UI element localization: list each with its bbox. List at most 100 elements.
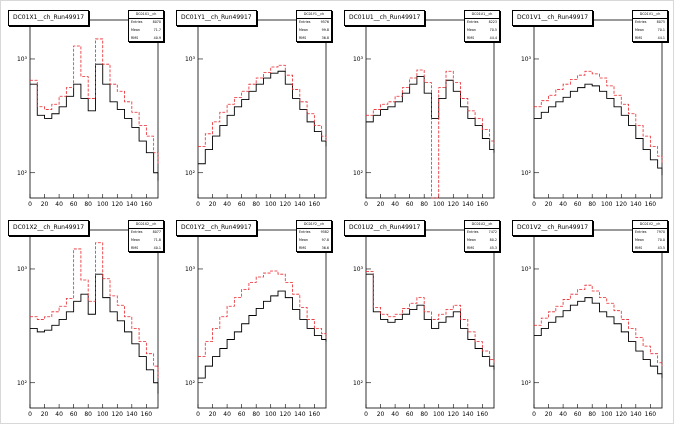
- x-tick-label: 120: [280, 411, 292, 418]
- y-tick-label: 10²: [17, 380, 28, 387]
- x-tick-label: 0: [28, 201, 32, 208]
- pad-title: DC01U1__ch_Run49917: [344, 10, 426, 26]
- stats-row-rms: RMS 36.6: [297, 245, 331, 253]
- stats-value: 40.9: [153, 36, 161, 41]
- x-tick-label: 40: [391, 201, 399, 208]
- series-reference-line: [198, 70, 327, 165]
- x-tick-label: 140: [462, 201, 474, 208]
- x-tick-label: 80: [588, 201, 596, 208]
- histogram-plot: 0 20 40 60 80 100 120 140 160 10³ 10²: [17, 19, 159, 208]
- plot-frame: [29, 229, 159, 409]
- stats-box: DC01V1__ch Entries 8075 Mean 70.1 RMS 44.1: [632, 10, 668, 42]
- stats-row-rms: RMS 44.4: [465, 35, 499, 43]
- stats-value: 8223: [488, 20, 497, 25]
- y-tick-label: 10³: [17, 56, 28, 63]
- stats-value: 71.7: [153, 28, 161, 33]
- stats-row-entries: Entries 7472: [465, 229, 499, 237]
- series-current-line: [198, 64, 327, 147]
- x-tick-label: 160: [477, 411, 489, 418]
- histogram-plot: 0 20 40 60 80 100 120 140 160 10³ 10²: [521, 19, 663, 208]
- x-tick-label: 0: [364, 201, 368, 208]
- x-tick-label: 60: [406, 411, 414, 418]
- histogram-plot: 0 20 40 60 80 100 120 140 160 10³ 10²: [185, 19, 327, 208]
- stats-header: DC01U2__ch: [465, 221, 499, 229]
- stats-label: Entries: [635, 20, 647, 25]
- x-tick-label: 60: [406, 201, 414, 208]
- stats-row-entries: Entries 8077: [129, 229, 163, 237]
- stats-row-mean: Mean 97.8: [297, 237, 331, 245]
- stats-row-entries: Entries 8075: [633, 19, 667, 27]
- pad-title: DC01X1__ch_Run49917: [8, 10, 90, 26]
- stats-value: 8070: [152, 20, 161, 25]
- x-tick-label: 0: [196, 201, 200, 208]
- stats-label: Entries: [467, 20, 479, 25]
- x-tick-label: 100: [433, 411, 445, 418]
- histogram-pad: 0 20 40 60 80 100 120 140 160 10³ 10² DC01U1__ch_Ru…: [338, 2, 506, 214]
- x-tick-label: 40: [391, 411, 399, 418]
- x-tick-label: 100: [265, 411, 277, 418]
- stats-row-entries: Entries 9576: [297, 19, 331, 27]
- histogram-plot: 0 20 40 60 80 100 120 140 160 10³ 10²: [353, 19, 495, 208]
- y-tick-label: 10³: [521, 56, 532, 63]
- series-reference-line: [198, 290, 327, 379]
- x-tick-label: 20: [545, 201, 553, 208]
- stats-value: 70.1: [657, 28, 665, 33]
- x-tick-label: 120: [112, 201, 124, 208]
- x-tick-label: 40: [223, 201, 231, 208]
- stats-value: 43.5: [657, 246, 665, 251]
- x-tick-label: 20: [209, 411, 217, 418]
- x-tick-label: 160: [141, 411, 153, 418]
- histogram-pad: 0 20 40 60 80 100 120 140 160 10³ 10² DC01Y1__ch_Ru…: [170, 2, 338, 214]
- stats-box: DC01X1__ch Entries 8070 Mean 71.7 RMS 40.9: [128, 10, 164, 42]
- x-tick-label: 160: [645, 201, 657, 208]
- x-tick-label: 100: [433, 201, 445, 208]
- x-tick-label: 20: [377, 411, 385, 418]
- histogram-pad: 0 20 40 60 80 100 120 140 160 10³ 10² DC01U2__ch_Ru…: [338, 212, 506, 424]
- stats-header: DC01Y1__ch: [297, 11, 331, 19]
- stats-row-rms: RMS 36.8: [297, 35, 331, 43]
- stats-box: DC01V2__ch Entries 7970 Mean 70.0 RMS 43.5: [632, 220, 668, 252]
- x-tick-label: 80: [420, 201, 428, 208]
- x-tick-label: 140: [294, 201, 306, 208]
- stats-label: RMS: [635, 246, 643, 251]
- series-current-line: [30, 242, 159, 379]
- stats-value: 70.5: [489, 28, 497, 33]
- y-tick-label: 10³: [185, 56, 196, 63]
- histogram-pad: 0 20 40 60 80 100 120 140 160 10³ 10² DC01X2__ch_Ru…: [2, 212, 170, 424]
- stats-row-rms: RMS 44.1: [633, 35, 667, 43]
- pad-title: DC01U2__ch_Run49917: [344, 220, 426, 236]
- x-tick-label: 40: [559, 201, 567, 208]
- x-tick-label: 140: [462, 411, 474, 418]
- stats-label: Mean: [467, 238, 476, 243]
- stats-row-entries: Entries 8223: [465, 19, 499, 27]
- stats-label: RMS: [467, 246, 475, 251]
- histogram-plot: 0 20 40 60 80 100 120 140 160 10³ 10²: [185, 229, 327, 418]
- x-tick-label: 60: [70, 201, 78, 208]
- x-tick-label: 20: [209, 201, 217, 208]
- x-tick-label: 40: [55, 201, 63, 208]
- stats-header: DC01Y2__ch: [297, 221, 331, 229]
- x-tick-label: 160: [141, 201, 153, 208]
- x-tick-label: 20: [377, 201, 385, 208]
- stats-row-rms: RMS 43.5: [633, 245, 667, 253]
- stats-value: 70.0: [657, 238, 665, 243]
- x-tick-label: 0: [28, 411, 32, 418]
- stats-row-mean: Mean 71.8: [129, 237, 163, 245]
- x-tick-label: 0: [196, 411, 200, 418]
- series-current-line: [198, 270, 327, 357]
- stats-label: RMS: [299, 36, 307, 41]
- x-tick-label: 120: [448, 411, 460, 418]
- y-tick-label: 10²: [353, 380, 364, 387]
- stats-value: 8077: [152, 230, 161, 235]
- stats-value: 99.8: [321, 28, 329, 33]
- stats-label: Mean: [635, 28, 644, 33]
- stats-box: DC01U1__ch Entries 8223 Mean 70.5 RMS 44.4: [464, 10, 500, 42]
- x-tick-label: 100: [97, 411, 109, 418]
- plot-frame: [365, 229, 495, 409]
- stats-label: Mean: [299, 238, 308, 243]
- x-tick-label: 100: [97, 201, 109, 208]
- stats-header: DC01V1__ch: [633, 11, 667, 19]
- stats-row-mean: Mean 70.5: [465, 27, 499, 35]
- plot-frame: [29, 19, 159, 199]
- pad-title: DC01Y1__ch_Run49917: [176, 10, 257, 26]
